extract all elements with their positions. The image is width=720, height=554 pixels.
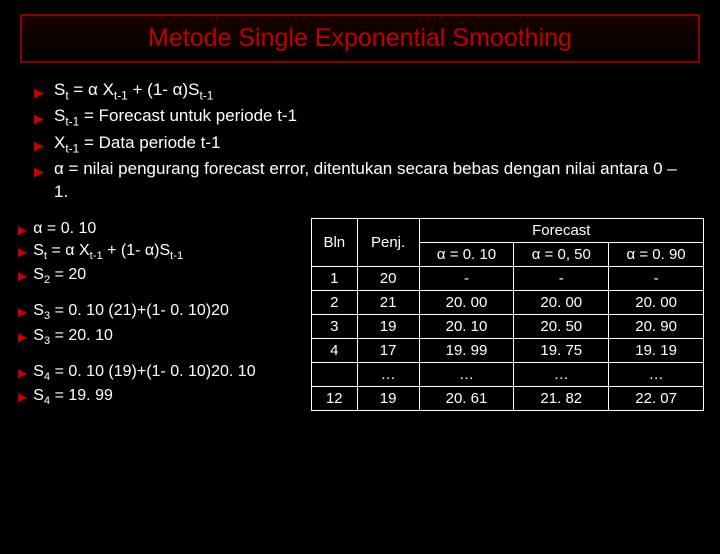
calc-text: S3 = 20. 10 — [33, 325, 113, 349]
col-header: Bln — [312, 219, 358, 267]
bullet-text: α = nilai pengurang forecast error, dite… — [54, 158, 690, 204]
calc-line: ▶ S3 = 20. 10 — [18, 325, 311, 349]
col-header: Penj. — [357, 219, 419, 267]
triangle-icon: ▶ — [34, 163, 44, 181]
triangle-icon: ▶ — [18, 244, 27, 260]
table-body: 120---22120. 0020. 0020. 0031920. 1020. … — [312, 267, 704, 411]
table-cell: 20. 90 — [609, 315, 704, 339]
calc-text: S4 = 0. 10 (19)+(1- 0. 10)20. 10 — [33, 361, 255, 385]
table-cell: 20. 00 — [419, 291, 514, 315]
table-cell: 20 — [357, 267, 419, 291]
table-cell: 3 — [312, 315, 358, 339]
page-title: Metode Single Exponential Smoothing — [28, 24, 692, 53]
table-row: 120--- — [312, 267, 704, 291]
table-cell: 20. 00 — [609, 291, 704, 315]
calc-line: ▶ St = α Xt-1 + (1- α)St-1 — [18, 240, 311, 264]
table-cell: 21. 82 — [514, 387, 609, 411]
table-cell: 19. 99 — [419, 339, 514, 363]
calc-text: S3 = 0. 10 (21)+(1- 0. 10)20 — [33, 300, 229, 324]
triangle-icon: ▶ — [18, 389, 27, 405]
table-cell: 17 — [357, 339, 419, 363]
table-cell: - — [514, 267, 609, 291]
triangle-icon: ▶ — [18, 268, 27, 284]
triangle-icon: ▶ — [34, 110, 44, 128]
table-row: 31920. 1020. 5020. 90 — [312, 315, 704, 339]
table-cell: … — [609, 363, 704, 387]
col-header: α = 0, 50 — [514, 243, 609, 267]
table-cell: - — [609, 267, 704, 291]
lower-region: ▶ α = 0. 10 ▶ St = α Xt-1 + (1- α)St-1 ▶ S2 =… — [0, 212, 720, 421]
calc-line: ▶ S4 = 0. 10 (19)+(1- 0. 10)20. 10 — [18, 361, 311, 385]
table-cell: 20. 00 — [514, 291, 609, 315]
triangle-icon: ▶ — [18, 304, 27, 320]
forecast-header: Forecast — [419, 219, 703, 243]
bullet-item: ▶ St = α Xt-1 + (1- α)St-1 — [34, 79, 690, 103]
table-header-row-1: BlnPenj.Forecast — [312, 219, 704, 243]
triangle-icon: ▶ — [34, 137, 44, 155]
table-cell: … — [514, 363, 609, 387]
title-bar: Metode Single Exponential Smoothing — [20, 14, 700, 63]
table-cell: - — [419, 267, 514, 291]
triangle-icon: ▶ — [18, 222, 27, 238]
table-cell: 22. 07 — [609, 387, 704, 411]
table-cell: 19 — [357, 315, 419, 339]
right-column: BlnPenj.Forecastα = 0. 10α = 0, 50α = 0.… — [311, 218, 704, 421]
table-cell: 21 — [357, 291, 419, 315]
calc-group: ▶ α = 0. 10 ▶ St = α Xt-1 + (1- α)St-1 ▶ S2 =… — [18, 218, 311, 288]
bullet-item: ▶ Xt-1 = Data periode t-1 — [34, 132, 690, 156]
table-head: BlnPenj.Forecastα = 0. 10α = 0, 50α = 0.… — [312, 219, 704, 267]
table-cell: 4 — [312, 339, 358, 363]
bullet-text: St-1 = Forecast untuk periode t-1 — [54, 105, 297, 129]
left-column: ▶ α = 0. 10 ▶ St = α Xt-1 + (1- α)St-1 ▶ S2 =… — [16, 218, 311, 421]
triangle-icon: ▶ — [34, 84, 44, 102]
bullet-item: ▶ α = nilai pengurang forecast error, dit… — [34, 158, 690, 204]
table-cell: 12 — [312, 387, 358, 411]
calc-line: ▶ α = 0. 10 — [18, 218, 311, 240]
forecast-table: BlnPenj.Forecastα = 0. 10α = 0, 50α = 0.… — [311, 218, 704, 411]
table-cell: 20. 50 — [514, 315, 609, 339]
calc-line: ▶ S4 = 19. 99 — [18, 385, 311, 409]
bullet-list: ▶ St = α Xt-1 + (1- α)St-1 ▶ St-1 = Forecas… — [0, 75, 720, 212]
calc-text: α = 0. 10 — [33, 218, 96, 240]
bullet-text: St = α Xt-1 + (1- α)St-1 — [54, 79, 213, 103]
table-cell: … — [357, 363, 419, 387]
table-cell: 19. 19 — [609, 339, 704, 363]
calc-text: S2 = 20 — [33, 264, 86, 288]
table-row: 22120. 0020. 0020. 00 — [312, 291, 704, 315]
col-header: α = 0. 10 — [419, 243, 514, 267]
calc-text: St = α Xt-1 + (1- α)St-1 — [33, 240, 183, 264]
calc-line: ▶ S3 = 0. 10 (21)+(1- 0. 10)20 — [18, 300, 311, 324]
table-cell: 20. 61 — [419, 387, 514, 411]
table-cell: 19. 75 — [514, 339, 609, 363]
bullet-item: ▶ St-1 = Forecast untuk periode t-1 — [34, 105, 690, 129]
table-cell: 20. 10 — [419, 315, 514, 339]
table-cell: 19 — [357, 387, 419, 411]
table-cell: 2 — [312, 291, 358, 315]
table-row: ………… — [312, 363, 704, 387]
calc-text: S4 = 19. 99 — [33, 385, 113, 409]
col-header: α = 0. 90 — [609, 243, 704, 267]
calc-line: ▶ S2 = 20 — [18, 264, 311, 288]
table-cell — [312, 363, 358, 387]
calc-group: ▶ S3 = 0. 10 (21)+(1- 0. 10)20 ▶ S3 = 20. 1… — [18, 300, 311, 349]
triangle-icon: ▶ — [18, 329, 27, 345]
triangle-icon: ▶ — [18, 365, 27, 381]
table-cell: … — [419, 363, 514, 387]
table-cell: 1 — [312, 267, 358, 291]
calc-group: ▶ S4 = 0. 10 (19)+(1- 0. 10)20. 10 ▶ S4 = 1… — [18, 361, 311, 410]
table-row: 121920. 6121. 8222. 07 — [312, 387, 704, 411]
table-row: 41719. 9919. 7519. 19 — [312, 339, 704, 363]
bullet-text: Xt-1 = Data periode t-1 — [54, 132, 221, 156]
